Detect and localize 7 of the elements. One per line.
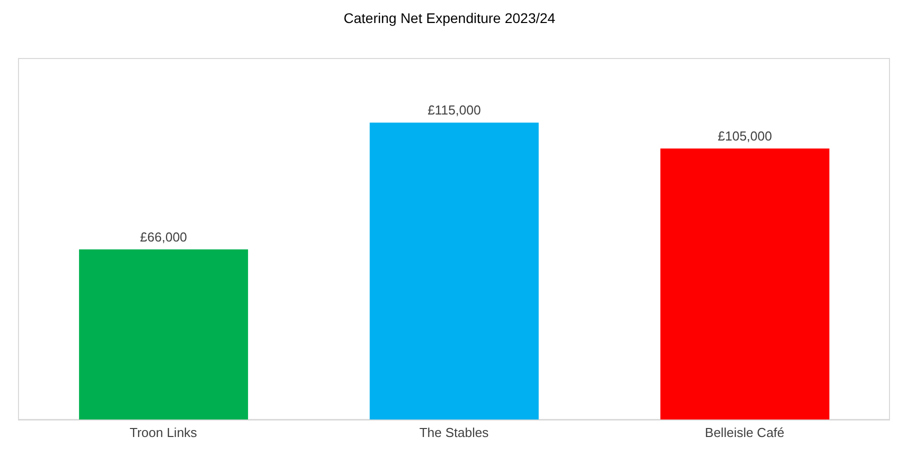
- x-tick-label: Belleisle Café: [704, 425, 784, 440]
- data-label: £115,000: [428, 102, 481, 118]
- data-label: £105,000: [718, 128, 772, 144]
- chart-title: Catering Net Expenditure 2023/24: [342, 10, 556, 26]
- x-tick-label: Troon Links: [130, 425, 198, 440]
- data-label: £66,000: [140, 229, 188, 244]
- x-tick-label: The Stables: [419, 425, 490, 440]
